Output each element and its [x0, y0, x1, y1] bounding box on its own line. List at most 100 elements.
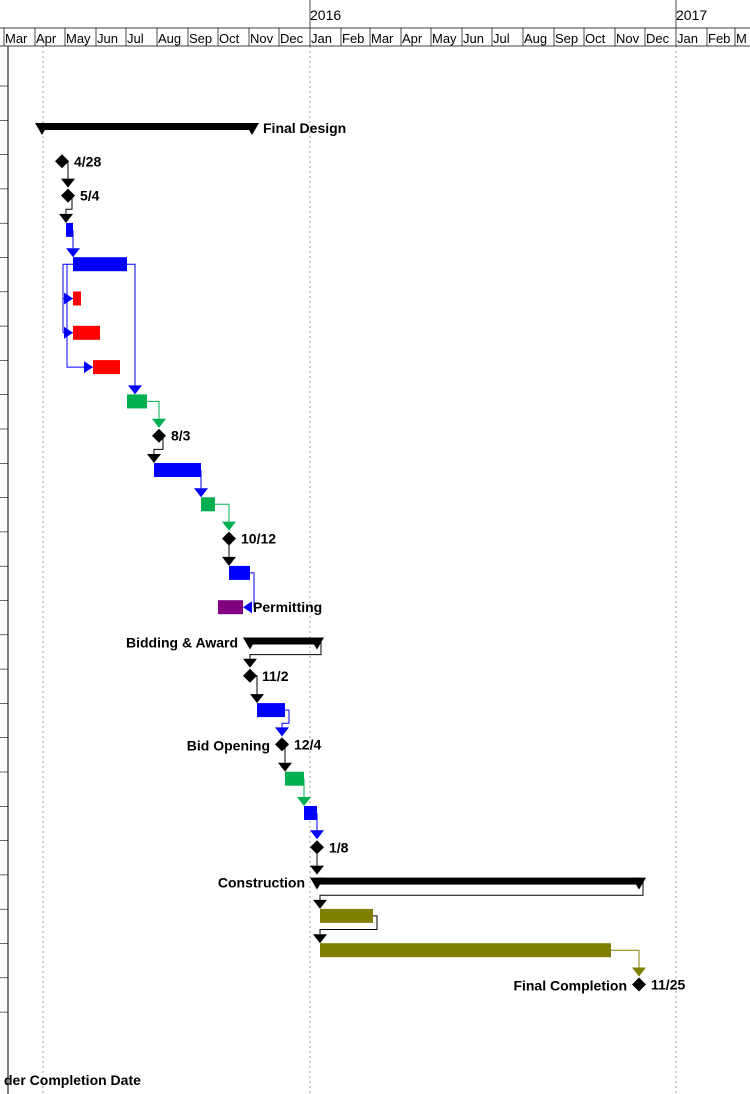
link-arrowhead [222, 521, 236, 531]
dependency-line [281, 709, 290, 728]
milestone-label: 8/3 [171, 428, 191, 444]
task-bar [320, 943, 611, 958]
link-arrowhead [243, 658, 257, 668]
summary-bar [317, 877, 639, 885]
task-bar [257, 703, 285, 718]
milestone-diamond [222, 531, 236, 546]
month-label: Feb [708, 31, 730, 46]
link-arrowhead [297, 797, 311, 806]
task-label: Permitting [253, 599, 322, 615]
year-label: 2016 [310, 7, 341, 23]
link-arrowhead [194, 488, 208, 498]
link-arrowhead [222, 556, 236, 566]
milestone-label: 5/4 [80, 188, 100, 204]
summary-label: Construction [218, 875, 305, 891]
task-bar [304, 806, 317, 820]
task-bar [154, 463, 201, 477]
task-bar [73, 325, 100, 340]
link-arrowhead [310, 830, 324, 840]
link-arrowhead [64, 326, 73, 339]
task-labels: Final Design 4/28 5/4 8/3 10/12 Permitting Bid… [74, 120, 685, 994]
task-bar [66, 222, 73, 237]
dependency-line [127, 263, 136, 386]
link-arrowhead [64, 292, 73, 305]
link-arrowhead [66, 248, 80, 258]
dependency-line [215, 503, 230, 522]
link-arrowhead [250, 694, 264, 704]
summary-start-cap [35, 123, 49, 135]
milestone-label: 12/4 [294, 736, 321, 752]
dependency-line [62, 263, 73, 333]
task-bar [229, 565, 250, 580]
month-label: Oct [585, 31, 606, 46]
month-label: Jan [677, 31, 698, 46]
dependency-line [319, 915, 378, 935]
summary-start-cap [310, 877, 324, 890]
task-bar [73, 291, 81, 306]
summary-bar [250, 637, 317, 645]
link-arrowhead [313, 899, 327, 909]
summary-bar [42, 123, 252, 130]
link-arrowhead [278, 762, 292, 772]
month-label: Aug [158, 31, 181, 46]
month-label: Nov [616, 31, 640, 46]
month-label: Mar [371, 31, 394, 46]
milestone-name-label: Final Completion [513, 978, 627, 994]
month-label: Feb [342, 31, 364, 46]
row-ticks [0, 85, 8, 1013]
milestone-diamond [152, 428, 166, 443]
month-label: Jul [127, 31, 144, 46]
task-bar [127, 394, 147, 409]
summary-end-cap [310, 637, 324, 650]
summary-end-cap [245, 123, 259, 135]
month-label: Sep [555, 31, 578, 46]
month-label: May [432, 31, 457, 46]
link-arrowhead [128, 385, 142, 395]
dependency-line [147, 400, 160, 419]
summary-end-cap [632, 877, 646, 890]
milestone-name-label: Bid Opening [187, 737, 270, 753]
task-bar [285, 771, 304, 786]
month-label: Nov [250, 31, 274, 46]
task-bar [218, 600, 243, 615]
link-arrowhead [61, 178, 75, 188]
month-label: Mar [5, 31, 28, 46]
month-label: Apr [36, 31, 57, 46]
link-arrowhead [59, 213, 73, 223]
link-arrowhead [152, 418, 166, 428]
link-arrowhead [632, 967, 646, 977]
milestone-label: 10/12 [241, 531, 276, 547]
link-arrowhead [310, 865, 324, 875]
month-label: Apr [402, 31, 423, 46]
link-arrowhead [313, 934, 327, 944]
task-bars [35, 123, 646, 992]
link-arrowhead [84, 361, 93, 374]
task-bar [320, 908, 373, 923]
month-label: Oct [219, 31, 240, 46]
milestone-label: 4/28 [74, 153, 101, 169]
month-label: Aug [524, 31, 547, 46]
milestone-diamond [243, 668, 257, 683]
dependency-line [611, 949, 640, 968]
month-label: Jul [493, 31, 510, 46]
link-arrowhead [147, 454, 161, 463]
milestone-diamond [61, 188, 75, 203]
summary-label: Bidding & Award [126, 635, 238, 651]
link-arrowhead [243, 601, 252, 614]
month-label: Jan [311, 31, 332, 46]
link-arrowhead [275, 727, 289, 737]
dependency-line [250, 572, 255, 608]
month-label: M [736, 31, 747, 46]
milestone-diamond [55, 154, 69, 169]
year-label: 2017 [676, 7, 707, 23]
summary-start-cap [243, 637, 257, 650]
month-label: Sep [189, 31, 212, 46]
milestone-diamond [275, 737, 289, 752]
milestone-label: 11/2 [262, 668, 289, 684]
milestone-diamond [310, 840, 324, 855]
milestone-diamond [632, 977, 646, 992]
milestone-label: 1/8 [329, 839, 349, 855]
